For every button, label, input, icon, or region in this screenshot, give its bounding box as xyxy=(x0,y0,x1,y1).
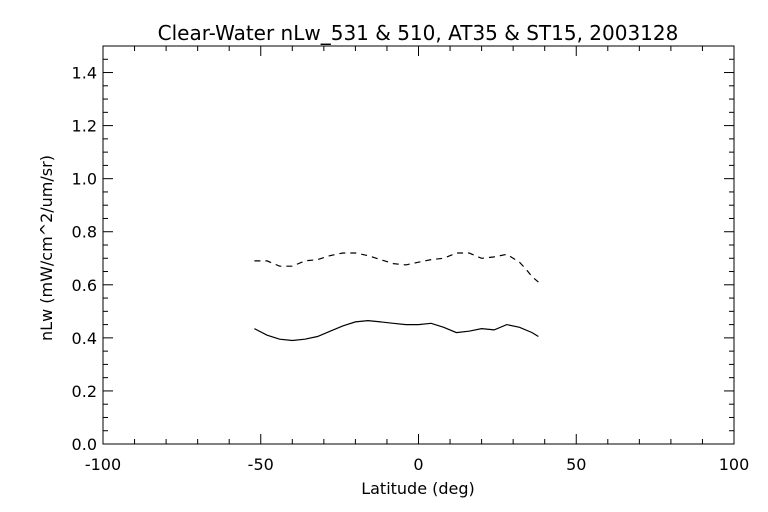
y-tick-label: 0.0 xyxy=(72,435,97,454)
y-axis: 0.0 0.2 0.4 0.6 0.8 1.0 1.2 1.4 xyxy=(72,45,734,454)
y-tick-label: 1.4 xyxy=(72,64,97,83)
x-axis-title: Latitude (deg) xyxy=(361,479,475,498)
series-line-dashed xyxy=(254,252,539,283)
plot-frame xyxy=(102,45,735,445)
x-tick-label: -50 xyxy=(248,455,274,474)
chart-title: Clear-Water nLw_531 & 510, AT35 & ST15, … xyxy=(158,21,679,45)
y-tick-label: 0.6 xyxy=(72,276,97,295)
y-axis-title: nLw (mW/cm^2/um/sr) xyxy=(37,155,56,341)
y-tick-label: 1.2 xyxy=(72,117,97,136)
y-tick-label: 0.4 xyxy=(72,329,97,348)
y-tick-label: 0.8 xyxy=(72,223,97,242)
series-line-solid xyxy=(254,319,539,342)
y-tick-label: 0.2 xyxy=(72,382,97,401)
x-tick-label: 50 xyxy=(566,455,586,474)
series-group xyxy=(254,252,539,342)
x-axis: -100 -50 0 50 100 xyxy=(85,46,749,474)
plot-border xyxy=(102,45,735,445)
x-tick-label: 100 xyxy=(719,455,750,474)
y-tick-label: 1.0 xyxy=(72,170,97,189)
x-tick-label: -100 xyxy=(85,455,121,474)
x-tick-label: 0 xyxy=(413,455,423,474)
